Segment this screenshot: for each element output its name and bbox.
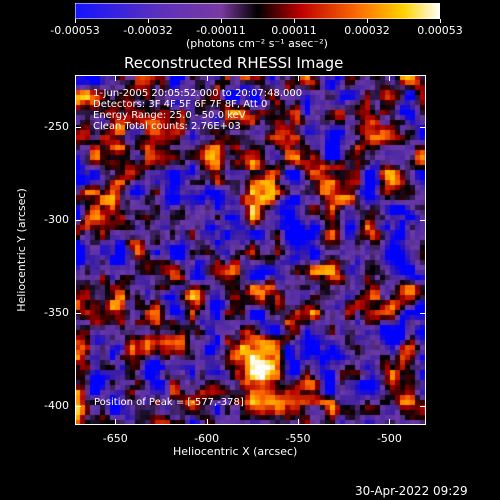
heatmap-canvas — [75, 75, 426, 425]
colorbar-tick-label: 0.00053 — [417, 24, 463, 37]
y-tick-label: -250 — [44, 120, 69, 134]
y-tick-mark — [75, 220, 81, 222]
y-tick-label: -300 — [44, 213, 69, 227]
rhessi-image — [75, 75, 426, 425]
colorbar-tick-label: -0.00032 — [123, 24, 173, 37]
x-tick-label: -600 — [194, 432, 220, 445]
colorbar-tick — [440, 19, 441, 23]
colorbar-tick — [148, 19, 149, 23]
x-tick-mark — [389, 419, 391, 425]
y-tick-mark — [75, 313, 81, 315]
y-tick-mark — [420, 220, 426, 222]
y-tick-mark — [75, 406, 81, 408]
x-tick-label: -550 — [285, 432, 311, 445]
y-tick-label: -400 — [44, 399, 69, 413]
colorbar-tick-label: 0.00011 — [271, 24, 317, 37]
y-tick-mark — [420, 313, 426, 315]
x-tick-label: -500 — [376, 432, 402, 445]
timestamp: 30-Apr-2022 09:29 — [355, 484, 468, 498]
colorbar — [74, 2, 441, 20]
colorbar-gradient — [74, 2, 441, 20]
x-tick-mark — [298, 419, 300, 425]
x-tick-label: -650 — [102, 432, 128, 445]
colorbar-tick-label: -0.00053 — [50, 24, 100, 37]
colorbar-tick — [294, 19, 295, 23]
y-axis-label: Heliocentric Y (arcsec) — [15, 188, 28, 312]
y-tick-label: -350 — [44, 306, 69, 320]
info-method-counts: Clean Total counts: 2.76E+03 — [93, 121, 241, 132]
x-axis-label: Heliocentric X (arcsec) — [173, 445, 298, 458]
info-detectors: Detectors: 3F 4F 5F 6F 7F 8F, Att 0 — [93, 99, 268, 110]
colorbar-tick — [221, 19, 222, 23]
plot-frame — [75, 75, 426, 425]
x-tick-mark — [206, 419, 208, 425]
x-tick-mark — [206, 75, 208, 81]
x-tick-mark — [298, 75, 300, 81]
plot-title: Reconstructed RHESSI Image — [124, 54, 344, 72]
y-tick-mark — [75, 127, 81, 129]
x-tick-mark — [389, 75, 391, 81]
info-peak-position: Position of Peak = [-577,-378] — [94, 397, 244, 408]
colorbar-tick-label: -0.00011 — [196, 24, 246, 37]
colorbar-unit-label: (photons cm⁻² s⁻¹ asec⁻²) — [186, 37, 328, 50]
colorbar-tick — [367, 19, 368, 23]
info-energy-range: Energy Range: 25.0 - 50.0 keV — [93, 110, 246, 121]
info-time-range: 1-Jun-2005 20:05:52.000 to 20:07:48.000 — [93, 88, 303, 99]
colorbar-tick — [75, 19, 76, 23]
y-tick-mark — [420, 406, 426, 408]
x-tick-mark — [115, 419, 117, 425]
colorbar-tick-label: 0.00032 — [344, 24, 390, 37]
y-tick-mark — [420, 127, 426, 129]
x-tick-mark — [115, 75, 117, 81]
